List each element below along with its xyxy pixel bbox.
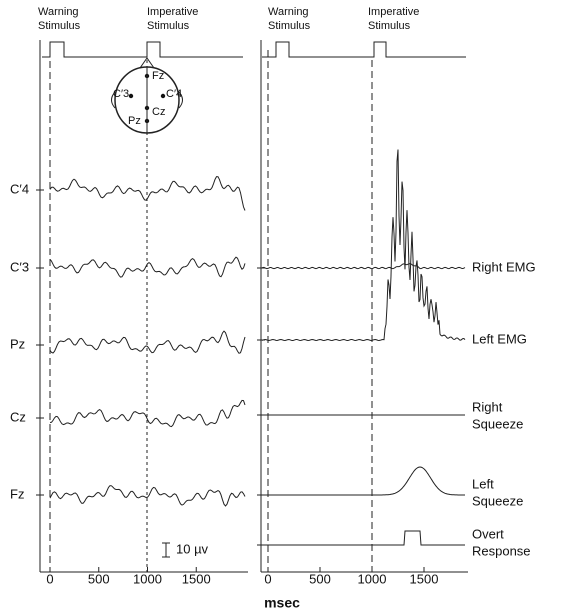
- stimulus-label: Stimulus: [147, 20, 190, 32]
- x-tick-label: 0: [46, 571, 53, 586]
- stimulus-label: Stimulus: [38, 20, 81, 32]
- eeg-trace: [49, 485, 246, 507]
- x-tick-label: 500: [309, 571, 331, 586]
- trace-label: Response: [472, 543, 531, 558]
- right-ear: [178, 91, 183, 109]
- stimulus-label: Imperative: [368, 6, 419, 18]
- response-trace: [261, 263, 466, 270]
- eeg-trace: [49, 256, 246, 278]
- x-tick-label: 1000: [133, 571, 162, 586]
- stimulus-label: Warning: [268, 6, 309, 18]
- x-tick-label: 0: [264, 571, 271, 586]
- x-axis-label: msec: [264, 595, 300, 611]
- stimulus-trace: [262, 41, 466, 58]
- channel-label: Fz: [10, 486, 24, 501]
- stimulus-label: Stimulus: [368, 20, 411, 32]
- electrode-label: C′3: [113, 88, 129, 100]
- scale-bar: [162, 542, 170, 558]
- x-tick-label: 1500: [182, 571, 211, 586]
- x-tick-label: 500: [88, 571, 110, 586]
- eeg-trace: [49, 399, 246, 428]
- trace-label: Right EMG: [472, 259, 536, 274]
- eeg-trace: [49, 176, 246, 211]
- trace-label: Squeeze: [472, 416, 523, 431]
- electrode-label: C′4: [166, 88, 182, 100]
- stimulus-label: Warning: [38, 6, 79, 18]
- scale-bar-label: 10 µv: [176, 541, 209, 556]
- trace-label: Squeeze: [472, 493, 523, 508]
- stimulus-label: Imperative: [147, 6, 198, 18]
- trace-label: Left EMG: [472, 331, 527, 346]
- response-trace: [262, 530, 465, 546]
- electrode-label: Cz: [152, 106, 165, 118]
- eeg-trace: [49, 330, 246, 354]
- nose: [139, 57, 155, 69]
- trace-label: Left: [472, 476, 494, 491]
- stimulus-trace: [42, 41, 243, 58]
- electrode-label: Fz: [152, 70, 164, 82]
- trace-label: Right: [472, 399, 503, 414]
- response-trace: [261, 149, 466, 342]
- channel-label: Cz: [10, 409, 26, 424]
- electrode-label: Pz: [128, 115, 141, 127]
- stimulus-label: Stimulus: [268, 20, 311, 32]
- channel-label: C′3: [10, 259, 29, 274]
- left-ear: [111, 91, 116, 109]
- electrode: [128, 93, 134, 99]
- x-tick-label: 1500: [410, 571, 439, 586]
- x-tick-label: 1000: [358, 571, 387, 586]
- electrode: [160, 93, 166, 99]
- channel-label: Pz: [10, 336, 25, 351]
- channel-label: C′4: [10, 181, 29, 196]
- trace-label: Overt: [472, 526, 504, 541]
- response-trace: [262, 466, 465, 496]
